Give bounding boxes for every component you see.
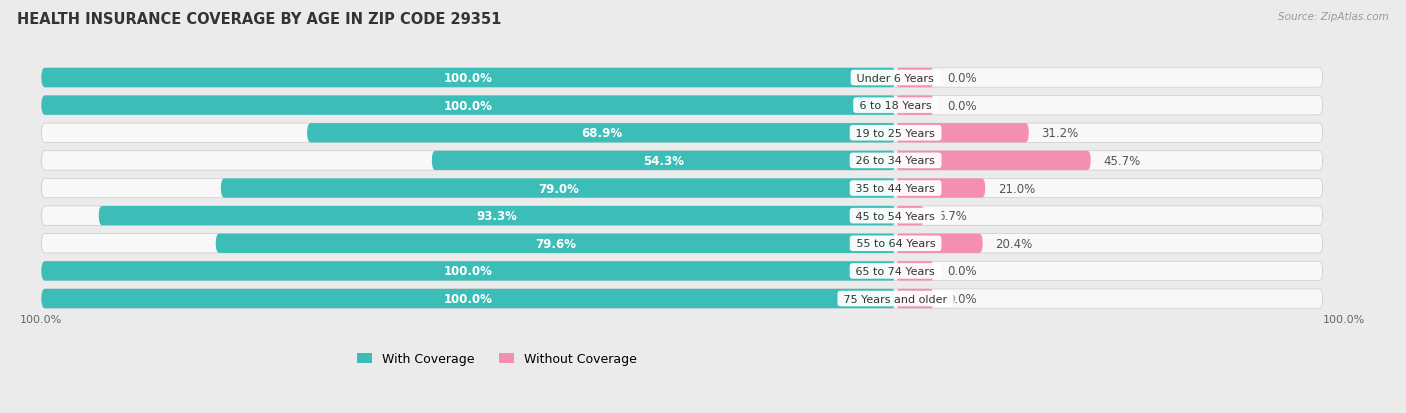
- FancyBboxPatch shape: [41, 96, 896, 116]
- Text: 75 Years and older: 75 Years and older: [841, 294, 950, 304]
- Text: 6.7%: 6.7%: [936, 210, 967, 223]
- FancyBboxPatch shape: [41, 69, 1323, 88]
- Text: 100.0%: 100.0%: [444, 100, 494, 112]
- FancyBboxPatch shape: [896, 124, 1029, 143]
- Text: 79.6%: 79.6%: [536, 237, 576, 250]
- FancyBboxPatch shape: [307, 124, 896, 143]
- Text: 45 to 54 Years: 45 to 54 Years: [852, 211, 939, 221]
- Text: 93.3%: 93.3%: [477, 210, 517, 223]
- Text: 54.3%: 54.3%: [643, 154, 685, 168]
- Text: 19 to 25 Years: 19 to 25 Years: [852, 128, 939, 138]
- Text: 0.0%: 0.0%: [946, 72, 977, 85]
- FancyBboxPatch shape: [896, 69, 934, 88]
- Text: 20.4%: 20.4%: [995, 237, 1033, 250]
- FancyBboxPatch shape: [221, 179, 896, 198]
- Text: 100.0%: 100.0%: [1323, 315, 1365, 325]
- Text: 21.0%: 21.0%: [998, 182, 1035, 195]
- FancyBboxPatch shape: [896, 151, 1091, 171]
- Text: 68.9%: 68.9%: [581, 127, 621, 140]
- Legend: With Coverage, Without Coverage: With Coverage, Without Coverage: [352, 347, 643, 370]
- FancyBboxPatch shape: [432, 151, 896, 171]
- FancyBboxPatch shape: [41, 206, 1323, 226]
- Text: HEALTH INSURANCE COVERAGE BY AGE IN ZIP CODE 29351: HEALTH INSURANCE COVERAGE BY AGE IN ZIP …: [17, 12, 502, 27]
- Text: 100.0%: 100.0%: [444, 72, 494, 85]
- Text: 100.0%: 100.0%: [444, 292, 494, 305]
- FancyBboxPatch shape: [41, 289, 896, 309]
- Text: 79.0%: 79.0%: [537, 182, 579, 195]
- Text: 0.0%: 0.0%: [946, 100, 977, 112]
- FancyBboxPatch shape: [896, 96, 934, 116]
- FancyBboxPatch shape: [41, 261, 896, 281]
- FancyBboxPatch shape: [41, 96, 1323, 116]
- Text: 35 to 44 Years: 35 to 44 Years: [852, 184, 939, 194]
- FancyBboxPatch shape: [896, 261, 934, 281]
- Text: 55 to 64 Years: 55 to 64 Years: [852, 239, 939, 249]
- FancyBboxPatch shape: [896, 206, 924, 226]
- FancyBboxPatch shape: [98, 206, 896, 226]
- Text: Under 6 Years: Under 6 Years: [853, 74, 938, 83]
- Text: 0.0%: 0.0%: [946, 292, 977, 305]
- FancyBboxPatch shape: [41, 289, 1323, 309]
- FancyBboxPatch shape: [41, 151, 1323, 171]
- Text: Source: ZipAtlas.com: Source: ZipAtlas.com: [1278, 12, 1389, 22]
- Text: 26 to 34 Years: 26 to 34 Years: [852, 156, 939, 166]
- Text: 6 to 18 Years: 6 to 18 Years: [856, 101, 935, 111]
- Text: 31.2%: 31.2%: [1042, 127, 1078, 140]
- FancyBboxPatch shape: [896, 179, 986, 198]
- FancyBboxPatch shape: [41, 69, 896, 88]
- Text: 65 to 74 Years: 65 to 74 Years: [852, 266, 939, 276]
- Text: 45.7%: 45.7%: [1104, 154, 1140, 168]
- FancyBboxPatch shape: [896, 234, 983, 253]
- Text: 100.0%: 100.0%: [444, 265, 494, 278]
- FancyBboxPatch shape: [41, 179, 1323, 198]
- FancyBboxPatch shape: [215, 234, 896, 253]
- FancyBboxPatch shape: [41, 261, 1323, 281]
- Text: 0.0%: 0.0%: [946, 265, 977, 278]
- FancyBboxPatch shape: [41, 124, 1323, 143]
- Text: 100.0%: 100.0%: [20, 315, 63, 325]
- FancyBboxPatch shape: [896, 289, 934, 309]
- FancyBboxPatch shape: [41, 234, 1323, 253]
